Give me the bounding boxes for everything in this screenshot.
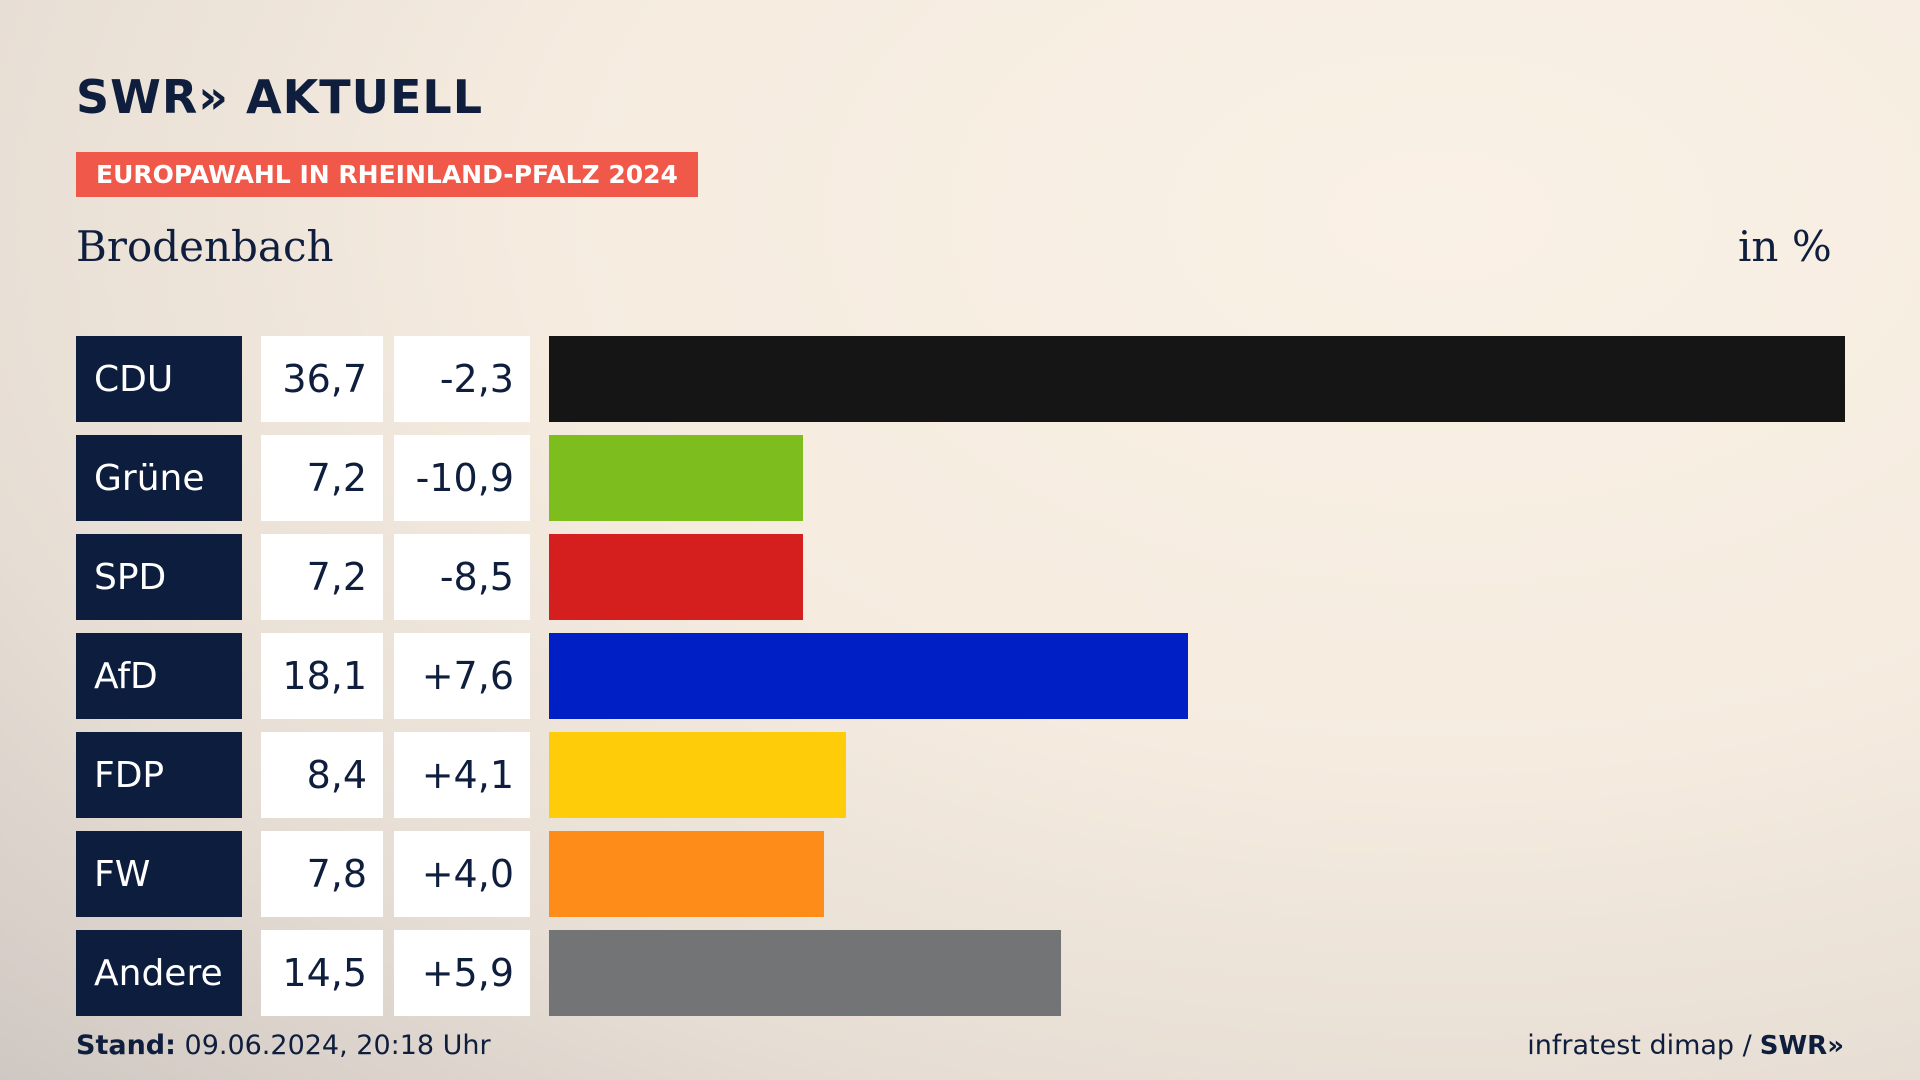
place-title: Brodenbach (76, 222, 334, 271)
change-label: +4,1 (394, 732, 530, 818)
timestamp: Stand: 09.06.2024, 20:18 Uhr (76, 1030, 491, 1061)
value-label: 18,1 (261, 633, 383, 719)
party-label: SPD (76, 534, 242, 620)
change-label: +4,0 (394, 831, 530, 917)
chart-row: AfD 18,1 +7,6 (76, 633, 1846, 719)
value-label: 36,7 (261, 336, 383, 422)
unit-label: in % (1738, 222, 1832, 271)
bar (549, 930, 1061, 1016)
bar (549, 336, 1845, 422)
party-label: FW (76, 831, 242, 917)
swr-aktuell-logo: SWR» AKTUELL (76, 70, 483, 124)
party-label: FDP (76, 732, 242, 818)
party-label: AfD (76, 633, 242, 719)
change-label: -10,9 (394, 435, 530, 521)
party-label: Grüne (76, 435, 242, 521)
party-label: CDU (76, 336, 242, 422)
bar (549, 534, 803, 620)
change-label: +7,6 (394, 633, 530, 719)
election-badge: EUROPAWAHL IN RHEINLAND-PFALZ 2024 (76, 152, 698, 197)
chart-row: CDU 36,7 -2,3 (76, 336, 1846, 422)
chart-row: Andere 14,5 +5,9 (76, 930, 1846, 1016)
source-credit: infratest dimap / SWR» (1527, 1030, 1844, 1061)
chart-row: FDP 8,4 +4,1 (76, 732, 1846, 818)
value-label: 7,2 (261, 534, 383, 620)
stand-value: 09.06.2024, 20:18 Uhr (184, 1030, 491, 1061)
logo-text: SWR» AKTUELL (76, 70, 484, 124)
stand-label: Stand: (76, 1030, 176, 1061)
bar (549, 633, 1188, 719)
bar (549, 831, 824, 917)
chart-row: Grüne 7,2 -10,9 (76, 435, 1846, 521)
change-label: +5,9 (394, 930, 530, 1016)
value-label: 7,8 (261, 831, 383, 917)
value-label: 8,4 (261, 732, 383, 818)
party-label: Andere (76, 930, 242, 1016)
bar (549, 732, 846, 818)
bar (549, 435, 803, 521)
swr-logo-small: SWR» (1759, 1030, 1844, 1061)
change-label: -2,3 (394, 336, 530, 422)
chart-row: SPD 7,2 -8,5 (76, 534, 1846, 620)
value-label: 7,2 (261, 435, 383, 521)
change-label: -8,5 (394, 534, 530, 620)
source-text: infratest dimap / (1527, 1030, 1752, 1061)
value-label: 14,5 (261, 930, 383, 1016)
chart-row: FW 7,8 +4,0 (76, 831, 1846, 917)
